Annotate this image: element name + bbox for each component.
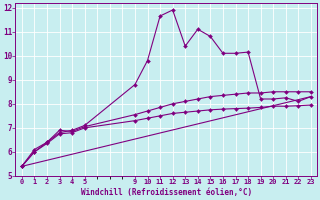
X-axis label: Windchill (Refroidissement éolien,°C): Windchill (Refroidissement éolien,°C) <box>81 188 252 197</box>
